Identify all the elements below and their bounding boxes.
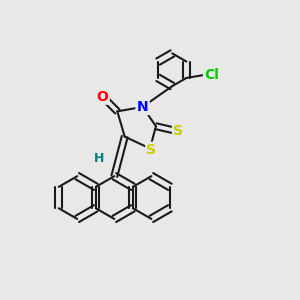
Text: S: S: [173, 124, 183, 138]
Text: H: H: [94, 152, 105, 165]
Text: N: N: [137, 100, 148, 114]
Text: O: O: [97, 89, 108, 103]
Text: Cl: Cl: [204, 68, 219, 82]
Text: S: S: [146, 143, 157, 157]
